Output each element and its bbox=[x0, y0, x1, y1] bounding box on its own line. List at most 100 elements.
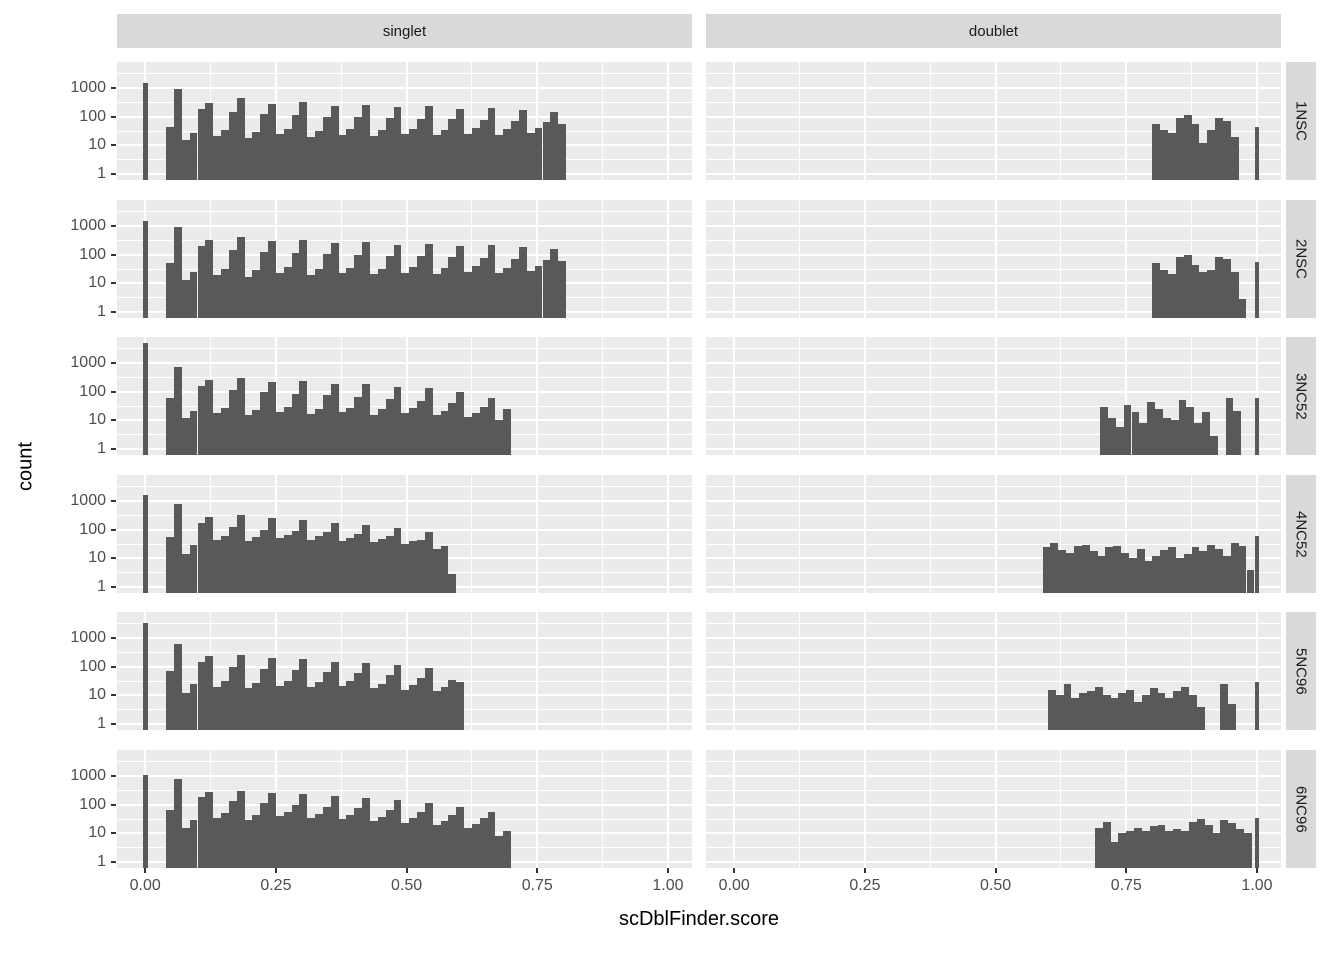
histogram-bar bbox=[173, 779, 182, 868]
gridline-y-major bbox=[117, 803, 692, 806]
facet-strip-row-label: 6NC96 bbox=[1292, 785, 1310, 833]
histogram-bar bbox=[142, 82, 148, 180]
gridline-x-minor bbox=[799, 475, 801, 593]
x-tick-label: 0.50 bbox=[980, 877, 1012, 894]
histogram-bar bbox=[401, 134, 410, 180]
histogram-bar bbox=[221, 536, 229, 593]
histogram-bar bbox=[456, 681, 465, 730]
gridline-y-major bbox=[117, 224, 692, 227]
histogram-bar bbox=[315, 130, 323, 180]
gridline-y-major bbox=[706, 448, 1281, 451]
histogram-bar bbox=[228, 249, 237, 318]
histogram-bar bbox=[393, 665, 402, 730]
histogram-bar bbox=[464, 133, 472, 180]
facet-strip-row-2NSC: 2NSC bbox=[1286, 200, 1316, 318]
histogram-bar bbox=[173, 367, 182, 455]
gridline-x-major bbox=[1125, 62, 1128, 180]
histogram-bar bbox=[1152, 556, 1161, 593]
histogram-bar bbox=[409, 684, 418, 730]
histogram-bar bbox=[213, 413, 221, 455]
gridline-y-major bbox=[117, 253, 692, 256]
histogram-bar bbox=[283, 267, 292, 318]
histogram-bar bbox=[338, 540, 347, 593]
histogram-bar bbox=[166, 671, 174, 730]
histogram-bar bbox=[299, 520, 308, 593]
histogram-bar bbox=[142, 220, 148, 318]
histogram-bar bbox=[1254, 536, 1260, 593]
histogram-bar bbox=[1175, 257, 1184, 318]
y-tick-mark bbox=[111, 115, 116, 118]
gridline-x-minor bbox=[929, 475, 931, 593]
histogram-bar bbox=[1139, 423, 1148, 455]
histogram-bar bbox=[471, 413, 480, 455]
histogram-bar bbox=[471, 266, 480, 318]
gridline-y-minor bbox=[706, 789, 1281, 791]
histogram-bar bbox=[1136, 548, 1145, 593]
gridline-y-major bbox=[706, 586, 1281, 589]
gridline-x-minor bbox=[471, 475, 473, 593]
histogram-bar bbox=[236, 790, 245, 868]
gridline-x-major bbox=[994, 337, 997, 455]
gridline-x-major bbox=[1255, 612, 1258, 730]
histogram-bar bbox=[291, 115, 300, 180]
gridline-x-minor bbox=[1060, 750, 1062, 868]
histogram-bar bbox=[1215, 256, 1223, 318]
histogram-bar bbox=[213, 274, 221, 318]
gridline-x-minor bbox=[340, 62, 342, 180]
gridline-x-major bbox=[1125, 200, 1128, 318]
gridline-x-major bbox=[536, 612, 539, 730]
histogram-bar bbox=[362, 663, 370, 730]
histogram-bar bbox=[1178, 400, 1187, 455]
gridline-y-minor bbox=[706, 376, 1281, 378]
histogram-bar bbox=[322, 254, 331, 318]
histogram-bar bbox=[534, 127, 543, 180]
gridline-x-major bbox=[666, 612, 669, 730]
x-tick-label: 0.25 bbox=[260, 877, 292, 894]
gridline-y-major bbox=[706, 361, 1281, 364]
histogram-bar bbox=[346, 814, 355, 868]
gridline-y-major bbox=[706, 557, 1281, 560]
histogram-bar bbox=[268, 103, 276, 180]
histogram-bar bbox=[268, 658, 276, 730]
y-tick-label: 10 bbox=[88, 136, 106, 154]
histogram-bar bbox=[1173, 691, 1182, 730]
gridline-y-minor bbox=[706, 73, 1281, 74]
gridline-x-major bbox=[863, 750, 866, 868]
histogram-bar bbox=[1181, 686, 1189, 730]
gridline-x-minor bbox=[340, 200, 342, 318]
gridline-x-major bbox=[994, 750, 997, 868]
histogram-bar bbox=[275, 816, 284, 868]
histogram-bar bbox=[1168, 273, 1176, 318]
histogram-bar bbox=[1215, 117, 1223, 180]
histogram-bar bbox=[409, 128, 418, 180]
gridline-x-minor bbox=[1060, 337, 1062, 455]
histogram-bar bbox=[1087, 691, 1095, 730]
gridline-x-minor bbox=[1060, 200, 1062, 318]
histogram-bar bbox=[377, 130, 386, 180]
histogram-bar bbox=[464, 417, 472, 455]
y-tick-label: 100 bbox=[79, 245, 106, 263]
histogram-bar bbox=[173, 226, 182, 318]
gridline-x-major bbox=[1255, 750, 1258, 868]
histogram-bar bbox=[1152, 124, 1161, 180]
gridline-y-major bbox=[706, 861, 1281, 864]
histogram-bar bbox=[330, 105, 339, 180]
histogram-bar bbox=[205, 102, 214, 180]
histogram-bar bbox=[370, 541, 378, 593]
histogram-bar bbox=[424, 388, 433, 455]
gridline-x-minor bbox=[799, 750, 801, 868]
y-tick-mark bbox=[111, 86, 116, 89]
histogram-bar bbox=[166, 537, 174, 593]
histogram-bar bbox=[221, 680, 229, 730]
histogram-bar bbox=[393, 107, 402, 180]
histogram-bar bbox=[417, 677, 425, 730]
y-tick-label: 1000 bbox=[70, 766, 106, 784]
gridline-y-major bbox=[706, 86, 1281, 89]
histogram-bar bbox=[275, 272, 284, 318]
histogram-bar bbox=[189, 544, 198, 593]
histogram-bar bbox=[173, 503, 182, 593]
histogram-bar bbox=[330, 796, 339, 868]
gridline-x-major bbox=[536, 62, 539, 180]
histogram-bar bbox=[1141, 831, 1150, 868]
histogram-bar bbox=[283, 406, 292, 455]
